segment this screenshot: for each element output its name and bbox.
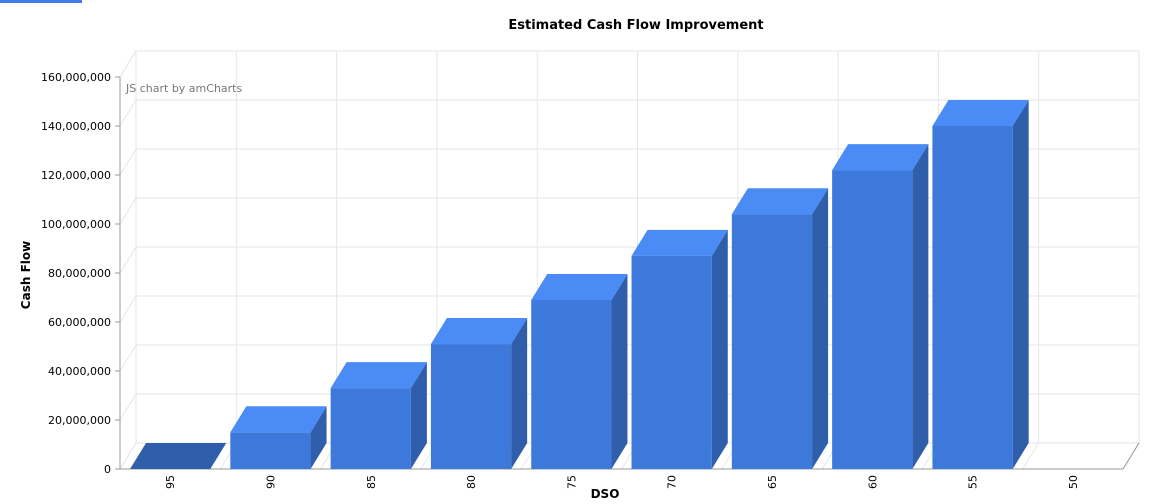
bar-front — [430, 344, 512, 469]
bar[interactable] — [130, 443, 227, 469]
y-tick-label: 40,000,000 — [48, 365, 111, 378]
bar-side — [410, 362, 427, 469]
bar-layer — [130, 100, 1029, 469]
bar-top — [330, 362, 427, 389]
x-tick-label: 75 — [565, 475, 578, 489]
bar[interactable] — [230, 406, 327, 469]
bar-top — [731, 188, 829, 215]
bar-front — [731, 214, 813, 469]
x-tick-label: 65 — [766, 475, 779, 489]
floor-gridline — [1022, 442, 1040, 470]
bar-top — [832, 144, 929, 171]
bar-front — [531, 299, 612, 469]
bar-top — [631, 229, 728, 256]
bar-side — [611, 273, 628, 469]
y-tick-label: 20,000,000 — [48, 414, 111, 427]
bar-front — [330, 388, 411, 469]
chart-credit[interactable]: JS chart by amCharts — [125, 82, 242, 95]
y-gridline-side — [119, 99, 137, 127]
bar-side — [1012, 100, 1029, 469]
bar-side — [711, 229, 728, 469]
bar-side — [310, 406, 327, 469]
x-tick-label: 50 — [1067, 475, 1080, 489]
bar[interactable] — [932, 100, 1029, 469]
x-tick-label: 80 — [465, 475, 478, 489]
x-tick-label: 55 — [967, 475, 980, 489]
bar-side — [812, 188, 829, 469]
x-tick-label: 85 — [365, 475, 378, 489]
bar-top — [430, 318, 528, 345]
bar-top — [130, 443, 227, 469]
y-gridline-side — [119, 197, 137, 225]
floor-edge — [1122, 442, 1140, 470]
y-gridline-side — [119, 148, 137, 176]
y-tick-label: 80,000,000 — [48, 267, 111, 280]
y-axis-title: Cash Flow — [19, 241, 33, 309]
bar-side — [511, 318, 528, 469]
y-tick-label: 120,000,000 — [41, 169, 111, 182]
y-gridline-side — [119, 344, 137, 372]
bar[interactable] — [832, 144, 929, 469]
floor-gridline — [119, 442, 137, 470]
bar-top — [230, 406, 327, 433]
x-axis-title: DSO — [591, 487, 620, 500]
x-tick-label: 60 — [866, 475, 879, 489]
top-tab-indicator[interactable] — [0, 0, 82, 3]
bar[interactable] — [430, 318, 528, 469]
y-tick-label: 0 — [104, 463, 111, 476]
bar-front — [631, 255, 712, 469]
y-gridline-side — [119, 393, 137, 421]
y-tick-label: 140,000,000 — [41, 120, 111, 133]
bar-front — [832, 170, 913, 469]
x-tick-label: 95 — [164, 475, 177, 489]
bar[interactable] — [330, 362, 427, 469]
bar-top — [531, 273, 628, 300]
chart-title: Estimated Cash Flow Improvement — [508, 18, 763, 33]
bar-top — [932, 100, 1029, 126]
y-tick-label: 160,000,000 — [41, 71, 111, 84]
bar[interactable] — [731, 188, 829, 469]
bar[interactable] — [531, 273, 628, 469]
bar[interactable] — [631, 229, 728, 469]
y-gridline-side — [119, 295, 137, 323]
y-tick-label: 60,000,000 — [48, 316, 111, 329]
y-gridline-side — [119, 246, 137, 274]
x-tick-label: 90 — [264, 475, 277, 489]
x-tick-label: 70 — [666, 475, 679, 489]
y-tick-label: 100,000,000 — [41, 218, 111, 231]
bar-front — [230, 432, 311, 469]
bar-side — [912, 144, 929, 469]
bar-front — [932, 126, 1013, 469]
label-layer: Estimated Cash Flow Improvement JS chart… — [19, 18, 1080, 501]
